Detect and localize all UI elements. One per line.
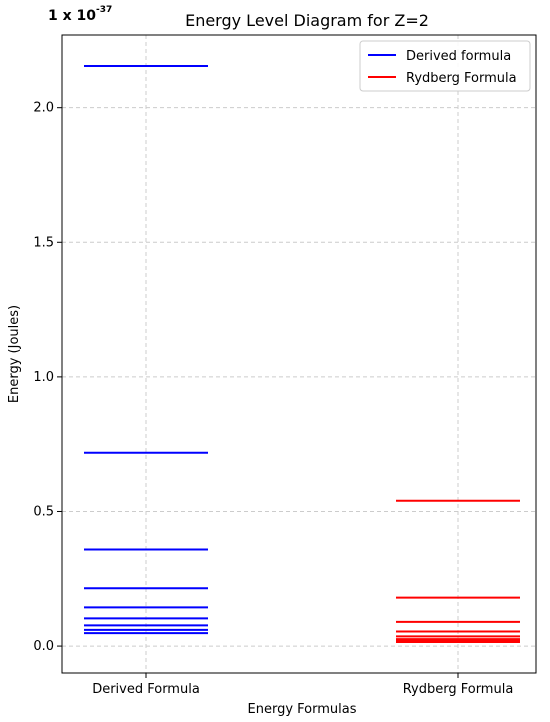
chart-title: Energy Level Diagram for Z=2: [185, 11, 429, 30]
y-tick-label: 0.5: [33, 504, 54, 519]
energy-level-marks: [84, 64, 520, 644]
y-axis: 0.0 0.5 1.0 1.5 2.0: [33, 101, 62, 654]
y-scale-multiplier: 1 x 10-37: [48, 5, 113, 24]
x-axis-label: Energy Formulas: [248, 702, 357, 717]
y-tick-label: 0.0: [33, 639, 54, 654]
legend-box: [359, 40, 531, 92]
legend-entry: Derived formula: [406, 49, 511, 64]
legend-entry: Rydberg Formula: [406, 71, 517, 86]
x-tick-label: Rydberg Formula: [403, 682, 514, 697]
x-tick-label: Derived Formula: [92, 682, 200, 697]
grid-lines: [62, 35, 536, 673]
y-tick-label: 2.0: [33, 101, 54, 116]
y-tick-label: 1.5: [33, 235, 54, 250]
x-axis: Derived Formula Rydberg Formula: [92, 673, 513, 697]
y-tick-label: 1.0: [33, 370, 54, 385]
plot-frame: [61, 34, 537, 674]
legend: Derived formula Rydberg Formula: [359, 40, 531, 92]
y-axis-label: Energy (Joules): [7, 305, 22, 403]
